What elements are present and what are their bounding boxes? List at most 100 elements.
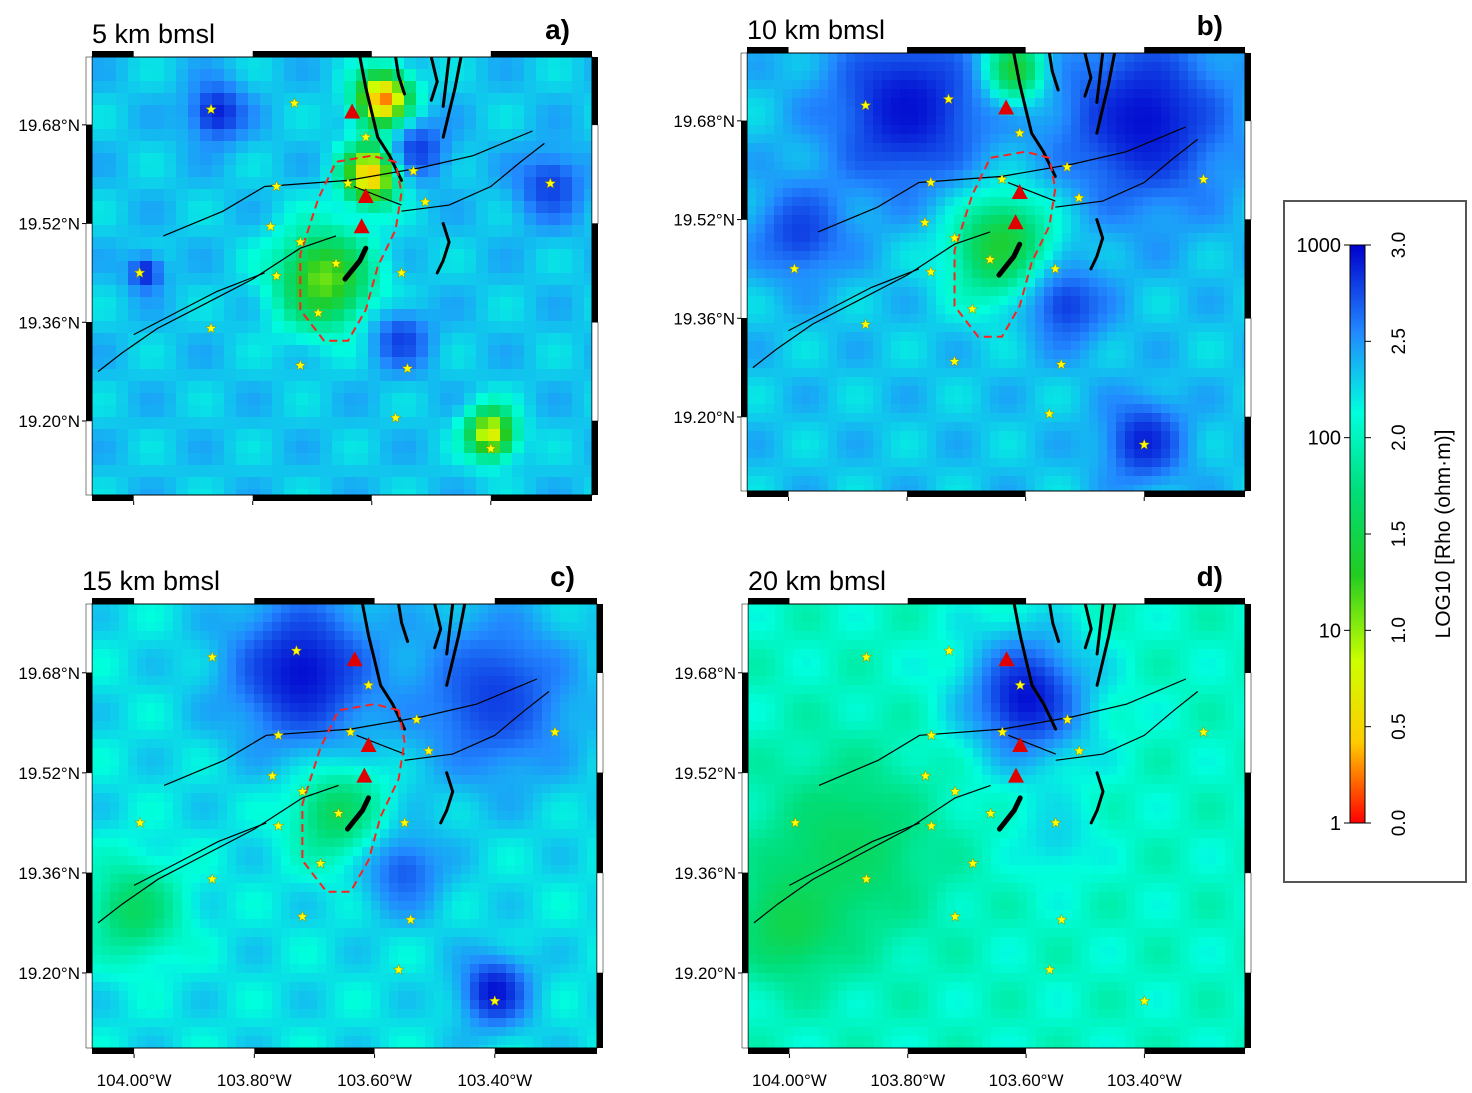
volcano-triangle	[344, 103, 361, 119]
fault-trace-3	[404, 691, 550, 761]
x-tick-label: 103.80°W	[217, 1071, 292, 1090]
mt-station-star	[272, 729, 285, 741]
x-tick-label: 104.00°W	[752, 1071, 827, 1090]
colorbar-rho-tick: 1	[1330, 813, 1341, 835]
volcano-triangle	[360, 736, 377, 752]
y-tick-label: 19.68°N	[673, 112, 735, 131]
y-tick-label: 19.36°N	[18, 864, 80, 883]
mt-station-star	[296, 910, 309, 922]
mt-station-star	[1073, 744, 1086, 756]
colorbar-log-tick: 1.0	[1389, 617, 1410, 643]
fault-trace-2	[789, 822, 920, 886]
y-tick-label: 19.68°N	[18, 664, 80, 683]
x-tick-label: 103.40°W	[1107, 1071, 1182, 1090]
mt-station-star	[549, 725, 561, 738]
mt-station-star	[1197, 725, 1210, 738]
mt-station-star	[266, 769, 279, 781]
major-fault-4	[441, 57, 463, 139]
panel-d: 19.68°N 19.52°N 19.36°N 19.20°N 104.00°W 103.…	[674, 561, 1252, 1090]
major-fault-3	[441, 57, 451, 108]
panel-c: 19.68°N 19.52°N 19.36°N 19.20°N 104.00°W 103.…	[18, 561, 604, 1090]
colorbar-log-tick: 0.5	[1389, 713, 1410, 739]
depth-label: 20 km bmsl	[748, 566, 886, 596]
volcano-triangle	[1011, 184, 1028, 200]
fault-trace-2	[788, 268, 920, 332]
mt-station-star	[270, 180, 283, 192]
fault-lines	[97, 57, 557, 454]
fault-lines	[753, 604, 1210, 1007]
mt-station-star	[296, 785, 309, 797]
major-fault-6	[996, 241, 1023, 278]
mt-station-star	[1138, 438, 1151, 450]
y-tick-label: 19.36°N	[674, 864, 736, 883]
volcano-triangle	[356, 767, 373, 783]
colorbar-log-tick: 2.5	[1389, 328, 1410, 354]
mt-station-star	[942, 93, 955, 105]
mt-station-star	[134, 816, 146, 828]
major-fault-3	[445, 604, 455, 656]
major-fault-4	[1095, 604, 1117, 687]
y-tick-label: 19.52°N	[673, 211, 735, 230]
fault-trace-4	[1007, 181, 1056, 202]
mt-station-star	[407, 164, 420, 177]
colorbar-rho-tick: 1000	[1297, 235, 1342, 257]
mt-station-star	[1061, 713, 1074, 725]
colorbar-log-tick: 3.0	[1389, 232, 1410, 258]
mt-station-star	[1138, 994, 1151, 1007]
panel-letter: a)	[545, 14, 570, 45]
mt-station-star	[1049, 262, 1062, 274]
major-fault-3	[1095, 604, 1105, 656]
major-fault-1	[1048, 604, 1061, 643]
colorbar-legend: 0.0 0.5 1.0 1.5 2.0 2.5 3.0 1000 100 10 1 LOG10 [R…	[1283, 200, 1467, 883]
mt-station-star	[859, 99, 872, 111]
major-fault-6	[345, 795, 371, 832]
mt-station-star	[362, 679, 375, 691]
y-tick-label: 19.68°N	[674, 664, 736, 683]
y-tick-label: 19.52°N	[18, 215, 80, 234]
fault-trace-1	[752, 231, 991, 369]
mt-station-star	[788, 262, 801, 274]
mt-station-star	[966, 857, 979, 869]
mt-station-star	[1197, 173, 1210, 185]
fault-trace-3	[1055, 691, 1199, 761]
mt-station-star	[294, 359, 307, 371]
major-fault-3	[1095, 53, 1105, 104]
mt-station-star	[924, 176, 937, 188]
fault-trace-1	[97, 235, 337, 373]
fault-lines	[97, 604, 561, 1007]
x-tick-label: 103.40°W	[457, 1071, 532, 1090]
anomaly-outline	[301, 703, 406, 893]
mt-station-star	[359, 130, 372, 143]
major-fault-2	[1083, 604, 1093, 650]
mt-station-star	[948, 355, 961, 367]
fault-trace-1	[753, 784, 991, 924]
volcano-triangle	[998, 99, 1015, 115]
resistivity-field	[92, 604, 597, 1048]
mt-station-star	[392, 963, 405, 975]
mt-station-star	[401, 362, 414, 374]
volcano-triangle	[1012, 736, 1029, 752]
fault-trace-1	[97, 784, 339, 924]
mt-station-star	[395, 266, 408, 278]
y-tick-label: 19.20°N	[18, 412, 80, 431]
mt-station-star	[294, 235, 307, 248]
mt-station-star	[272, 819, 285, 831]
fault-lines	[752, 53, 1210, 450]
mt-station-star	[919, 769, 932, 781]
mt-station-star	[205, 103, 218, 115]
mt-station-star	[312, 306, 325, 319]
volcano-triangle	[346, 651, 363, 667]
mt-station-star	[290, 644, 303, 656]
mt-station-star	[1013, 126, 1026, 139]
fault-trace-3	[401, 142, 545, 212]
mt-station-star	[205, 322, 218, 334]
mt-station-star	[860, 650, 873, 663]
mt-station-star	[1014, 679, 1027, 691]
major-fault-5	[435, 222, 451, 275]
major-fault-6	[997, 795, 1023, 832]
colorbar-log-tick: 2.0	[1389, 424, 1410, 450]
mt-station-star	[484, 442, 497, 454]
mt-station-star	[398, 816, 411, 828]
major-fault-4	[1095, 53, 1117, 135]
volcano-triangle	[357, 188, 374, 204]
